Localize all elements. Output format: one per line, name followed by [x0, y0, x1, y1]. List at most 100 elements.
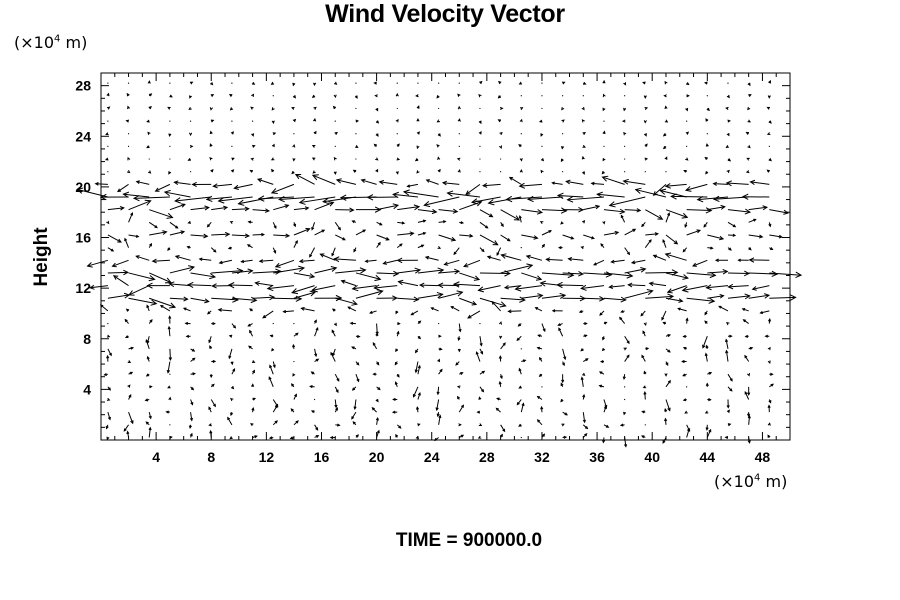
x-tick-label: 16: [314, 449, 330, 465]
wind-vector: [146, 336, 150, 345]
wind-vector: [210, 383, 215, 388]
wind-vector: [519, 107, 524, 111]
wind-vector: [727, 334, 733, 338]
wind-vector: [759, 310, 770, 315]
wind-vector: [188, 106, 192, 111]
wind-vector: [147, 80, 151, 84]
wind-vector: [106, 106, 111, 110]
wind-vector: [665, 399, 671, 412]
wind-vector: [665, 348, 671, 353]
wind-vector: [725, 106, 729, 111]
wind-vector: [107, 292, 131, 299]
wind-vector: [169, 221, 179, 229]
wind-vector: [272, 399, 279, 408]
wind-vector: [227, 416, 233, 426]
wind-vector: [355, 289, 384, 299]
wind-vector: [313, 117, 317, 122]
wind-vector: [268, 436, 274, 440]
wind-vector: [541, 230, 552, 236]
wind-vector: [355, 361, 360, 366]
wind-vector: [562, 348, 567, 361]
wind-vector: [231, 206, 250, 212]
wind-vector: [169, 424, 171, 426]
wind-vector: [662, 146, 667, 150]
wind-vector: [662, 133, 667, 137]
wind-vector: [622, 178, 646, 185]
wind-vector: [562, 133, 564, 135]
wind-vector: [665, 212, 671, 223]
y-tick-label: 16: [75, 230, 91, 246]
wind-vector: [768, 145, 770, 147]
wind-vector: [168, 281, 191, 288]
wind-vector: [457, 348, 461, 353]
wind-vector: [581, 106, 585, 111]
wind-vector: [478, 94, 482, 98]
wind-vector: [677, 307, 687, 312]
wind-vector: [766, 106, 771, 110]
wind-vector: [107, 412, 111, 421]
wind-vector: [396, 107, 398, 110]
wind-vector: [596, 191, 625, 198]
wind-vector: [558, 246, 563, 250]
wind-vector: [459, 221, 465, 225]
wind-vector: [375, 168, 379, 173]
y-unit-tail: m): [60, 33, 88, 52]
wind-vector: [443, 259, 460, 266]
wind-vector: [624, 354, 630, 362]
wind-vector: [691, 259, 708, 267]
wind-vector: [519, 169, 523, 173]
wind-vector: [648, 281, 667, 287]
wind-vector: [355, 133, 357, 135]
wind-vector: [436, 95, 440, 99]
wind-vector: [704, 410, 709, 414]
wind-vector: [191, 181, 212, 188]
wind-vector: [190, 233, 209, 239]
wind-vector: [578, 309, 584, 313]
wind-vector: [124, 318, 129, 324]
wind-vector: [293, 360, 295, 363]
y-axis-unit: (×104 m): [14, 33, 87, 52]
y-tick-label: 8: [83, 331, 91, 347]
wind-vector: [767, 360, 771, 365]
wind-vector: [665, 334, 672, 338]
wind-vector: [313, 130, 317, 135]
wind-vector: [561, 423, 565, 427]
wind-vector: [112, 275, 129, 287]
wind-vector: [333, 256, 356, 263]
x-axis-unit: (×104 m): [714, 472, 787, 491]
wind-vector: [106, 397, 111, 401]
wind-vector: [334, 407, 338, 413]
wind-vector: [664, 156, 668, 160]
wind-vector: [128, 346, 135, 350]
wind-vector: [127, 384, 131, 388]
wind-vector: [135, 255, 150, 261]
wind-vector: [231, 323, 237, 329]
wind-vector: [209, 107, 213, 111]
wind-vector: [497, 95, 502, 99]
wind-vector: [294, 173, 315, 185]
y-tick-label: 24: [75, 128, 91, 144]
wind-vector: [682, 334, 687, 338]
wind-vector: [707, 269, 729, 275]
wind-vector: [272, 222, 277, 230]
wind-vector: [500, 222, 504, 228]
wind-vector: [727, 293, 751, 300]
wind-vector: [703, 222, 708, 228]
wind-vector: [106, 220, 110, 225]
wind-vector: [371, 407, 377, 413]
wind-vector: [169, 203, 186, 211]
wind-vector: [744, 354, 750, 362]
wind-vector: [458, 133, 460, 135]
wind-vector: [240, 259, 253, 264]
wind-vector: [292, 95, 296, 99]
wind-vector: [500, 234, 511, 242]
wind-vector: [369, 310, 377, 314]
wind-vector: [664, 183, 687, 189]
wind-vector: [417, 291, 444, 299]
wind-vector: [231, 145, 233, 147]
wind-vector: [479, 370, 486, 375]
wind-vector: [459, 372, 464, 375]
wind-vector: [602, 93, 606, 98]
wind-vector: [309, 384, 315, 389]
wind-vector: [518, 423, 522, 427]
